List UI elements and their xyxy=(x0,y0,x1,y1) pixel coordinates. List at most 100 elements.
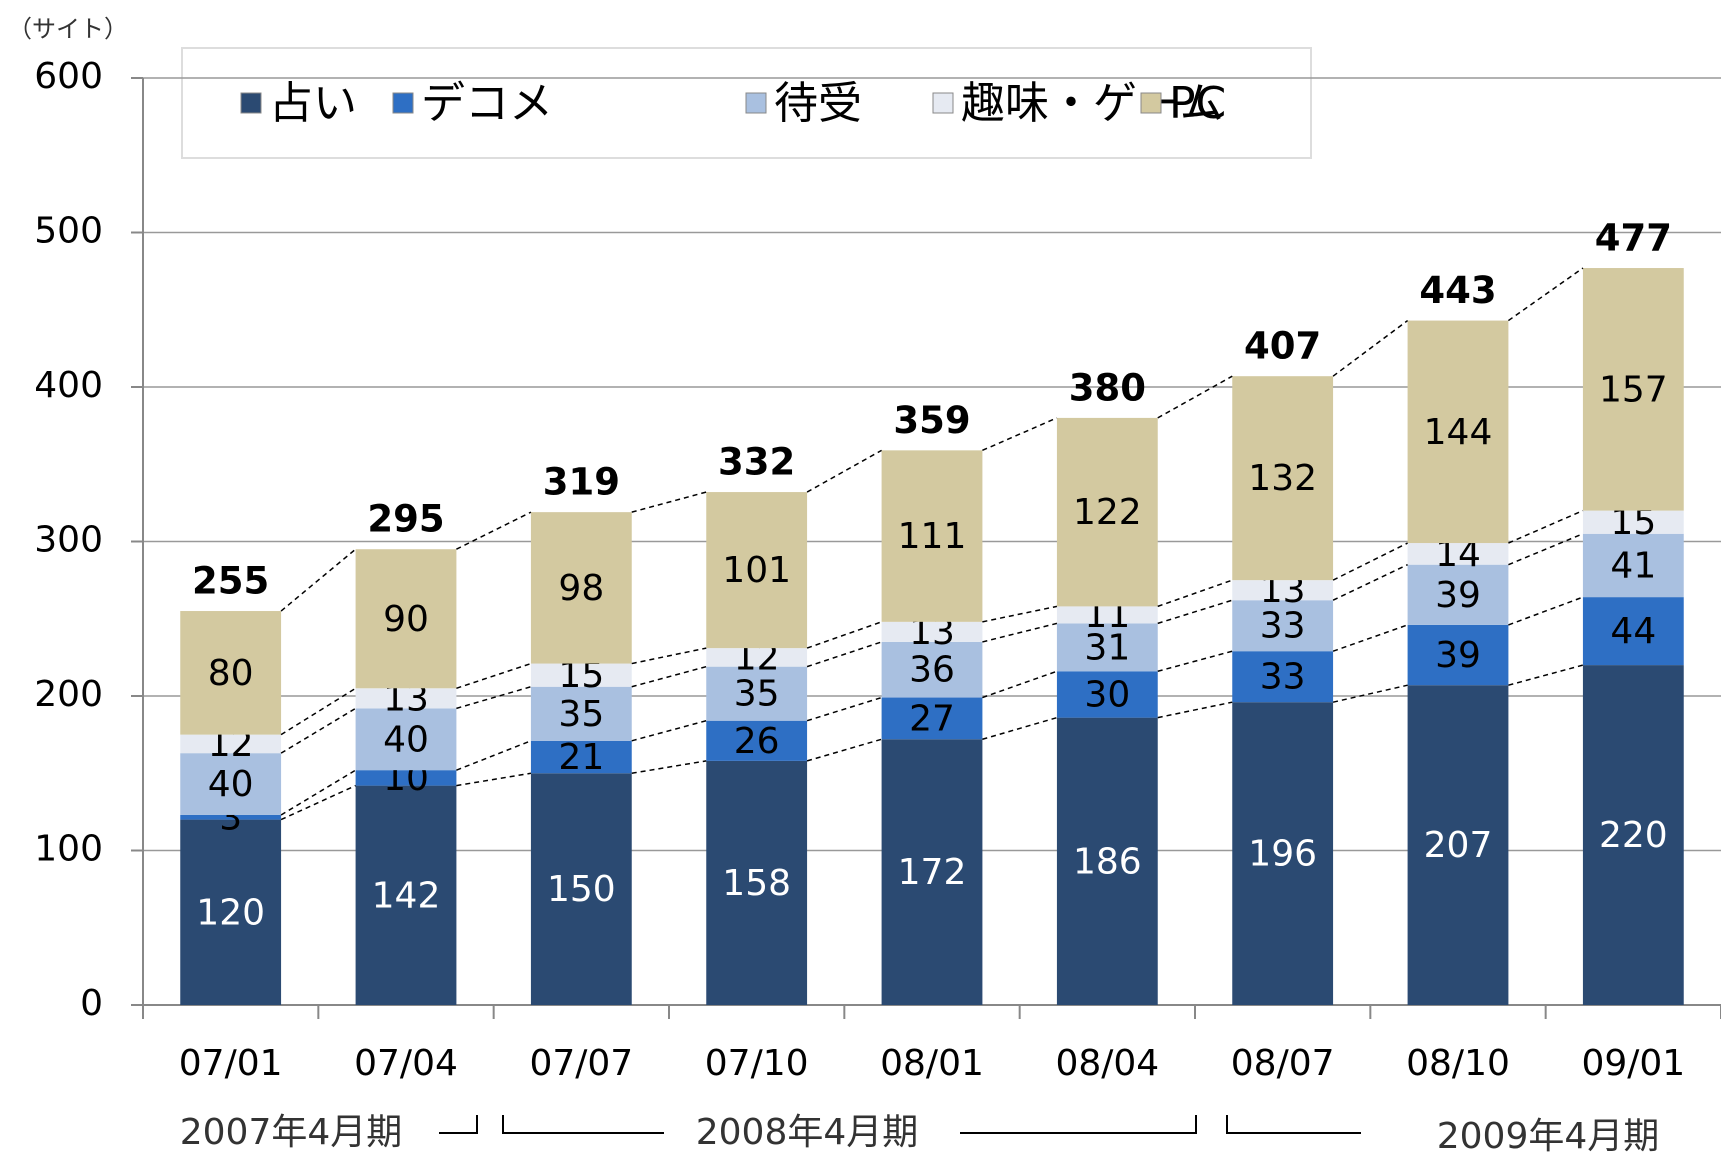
period-label: 2007年4月期 xyxy=(180,1112,403,1153)
connector xyxy=(1332,319,1409,377)
bar-segment xyxy=(1582,268,1684,511)
bar-segment xyxy=(706,760,808,1005)
bar-segment xyxy=(1232,702,1334,1005)
bar-segment xyxy=(881,641,983,698)
x-tick-label: 08/07 xyxy=(1231,1043,1335,1084)
bar-segment xyxy=(530,663,632,687)
bar-segment xyxy=(881,621,983,642)
segment-label: 111 xyxy=(898,516,967,557)
connector xyxy=(806,621,882,649)
connector xyxy=(456,740,532,771)
legend-label: 趣味・ゲーム xyxy=(961,78,1224,129)
segment-label: 39 xyxy=(1435,575,1481,616)
connector xyxy=(1157,701,1233,719)
total-label: 477 xyxy=(1595,217,1672,260)
connector xyxy=(806,696,882,722)
bar-segment xyxy=(1056,606,1158,624)
connector xyxy=(1157,579,1233,608)
bar-segment xyxy=(1582,533,1684,598)
segment-label: 122 xyxy=(1073,492,1142,533)
segment-label: 35 xyxy=(734,674,780,715)
x-tick-label: 09/01 xyxy=(1581,1043,1685,1084)
bar-segment xyxy=(355,770,457,786)
segment-label: 80 xyxy=(208,653,254,694)
connector xyxy=(1332,542,1408,581)
total-label: 255 xyxy=(192,560,269,603)
segment-label: 186 xyxy=(1073,841,1142,882)
bar-segment xyxy=(530,686,632,741)
bar-segment xyxy=(1582,665,1684,1005)
segment-label: 21 xyxy=(558,737,604,778)
connector xyxy=(982,417,1058,452)
bar-segment xyxy=(1232,600,1334,652)
segment-label: 132 xyxy=(1248,458,1317,499)
connector xyxy=(631,647,707,665)
total-label: 407 xyxy=(1244,325,1321,368)
bar-segment xyxy=(1056,671,1158,718)
bar-segment xyxy=(706,492,808,649)
x-tick-label: 07/04 xyxy=(354,1043,458,1084)
segment-label: 40 xyxy=(208,764,254,805)
bar-segment xyxy=(1056,417,1158,607)
segment-label: 172 xyxy=(898,852,967,893)
bar-segment xyxy=(881,450,983,622)
segment-label: 33 xyxy=(1260,657,1306,698)
bar-segment xyxy=(881,697,983,740)
connector xyxy=(1332,684,1408,703)
y-tick-label: 600 xyxy=(34,56,103,97)
x-tick-label: 08/01 xyxy=(880,1043,984,1084)
segment-label: 158 xyxy=(722,863,791,904)
connector xyxy=(982,670,1058,699)
connector xyxy=(280,769,356,816)
bar-segment xyxy=(180,734,282,754)
bar-segment xyxy=(1407,320,1509,544)
connector xyxy=(631,719,707,742)
bar-segment xyxy=(1232,651,1334,703)
y-tick-label: 200 xyxy=(34,674,103,715)
connector xyxy=(1332,624,1408,652)
connector xyxy=(456,511,532,550)
connector xyxy=(1508,533,1584,566)
bar-segment xyxy=(1407,685,1509,1005)
connector xyxy=(1508,509,1584,544)
bar-segment xyxy=(706,666,808,721)
legend-swatch xyxy=(932,92,954,114)
x-tick-label: 07/10 xyxy=(705,1043,809,1084)
connector xyxy=(280,687,356,736)
x-tick-label: 08/04 xyxy=(1055,1043,1159,1084)
segment-label: 98 xyxy=(558,568,604,609)
segment-label: 144 xyxy=(1424,412,1493,453)
bar-segment xyxy=(180,611,282,735)
total-label: 380 xyxy=(1069,366,1146,409)
segment-label: 157 xyxy=(1599,369,1668,410)
bar-segment xyxy=(355,708,457,771)
bar-segment xyxy=(355,785,457,1005)
bar-segment xyxy=(180,819,282,1005)
bar-segment xyxy=(1056,623,1158,672)
segment-label: 90 xyxy=(383,599,429,640)
connector xyxy=(806,738,882,762)
segment-label: 30 xyxy=(1084,674,1130,715)
legend-label: 占い xyxy=(269,78,357,129)
period-brackets xyxy=(439,1115,1361,1134)
segment-label: 120 xyxy=(196,892,265,933)
connector xyxy=(1508,664,1584,686)
connector xyxy=(631,491,707,513)
segment-label: 150 xyxy=(547,869,616,910)
bar-segment xyxy=(530,512,632,664)
bar-segment xyxy=(530,740,632,774)
connector xyxy=(280,548,357,612)
y-tick-label: 400 xyxy=(34,365,103,406)
segment-label: 40 xyxy=(383,719,429,760)
connector xyxy=(982,622,1058,643)
bar-segment xyxy=(355,549,457,689)
connector xyxy=(280,784,356,821)
connector xyxy=(1508,596,1584,626)
legend-swatch xyxy=(1140,92,1162,114)
connector xyxy=(1332,563,1408,601)
total-label: 443 xyxy=(1419,269,1496,312)
connector xyxy=(982,716,1058,740)
segment-label: 33 xyxy=(1260,606,1306,647)
period-label: 2009年4月期 xyxy=(1437,1116,1660,1156)
legend-label: デコメ xyxy=(421,78,553,129)
